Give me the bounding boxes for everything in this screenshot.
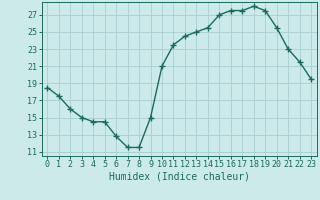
X-axis label: Humidex (Indice chaleur): Humidex (Indice chaleur) <box>109 172 250 182</box>
